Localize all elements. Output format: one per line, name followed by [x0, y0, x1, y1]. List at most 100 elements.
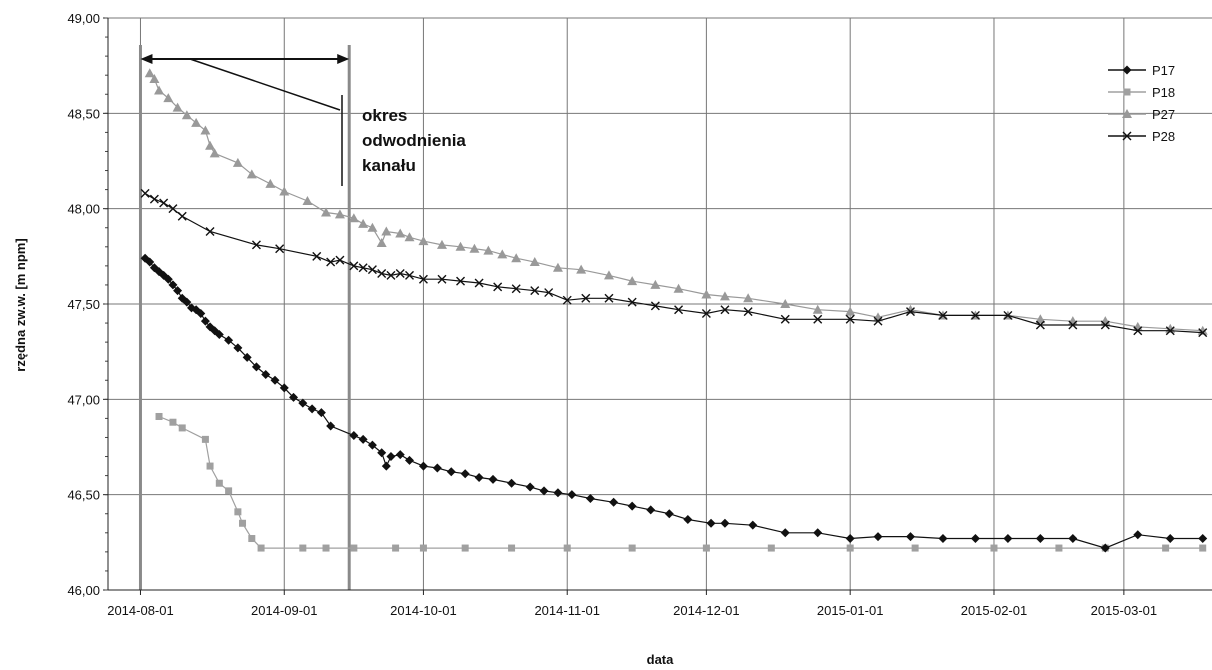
data-point — [367, 440, 377, 450]
data-point — [603, 270, 614, 280]
data-point — [845, 314, 855, 324]
data-point — [251, 240, 261, 250]
data-point — [201, 435, 209, 443]
data-point — [702, 544, 710, 552]
data-point — [469, 243, 480, 253]
data-point — [461, 544, 469, 552]
data-point — [261, 370, 271, 380]
data-point-stroke — [650, 301, 660, 311]
data-point — [1068, 534, 1078, 544]
data-point-stroke — [358, 263, 368, 273]
data-point — [938, 310, 948, 320]
data-point — [248, 535, 256, 543]
data-point — [289, 392, 299, 402]
data-point — [326, 257, 336, 267]
series-p18 — [155, 412, 1207, 552]
annotation-line-1: okres — [362, 106, 407, 125]
data-point — [1198, 534, 1208, 544]
data-point — [474, 278, 484, 288]
y-tick-label: 49,00 — [67, 11, 100, 26]
annotation-line-3: kanału — [362, 156, 416, 175]
data-point — [1003, 534, 1013, 544]
data-point — [706, 518, 716, 528]
data-point-stroke — [140, 188, 150, 198]
data-point — [307, 404, 317, 414]
legend-label: P28 — [1152, 129, 1175, 144]
data-point-stroke — [743, 307, 753, 317]
data-point-stroke — [386, 270, 396, 280]
data-point — [1003, 310, 1013, 320]
series-p28 — [140, 188, 1208, 338]
data-point-stroke — [1122, 131, 1132, 141]
data-point — [650, 279, 661, 289]
data-point — [1122, 131, 1132, 141]
data-point-stroke — [544, 288, 554, 298]
data-point-stroke — [530, 286, 540, 296]
data-point — [845, 534, 855, 544]
data-point — [149, 74, 160, 84]
data-point — [576, 264, 587, 274]
data-point — [990, 544, 998, 552]
data-point — [437, 274, 447, 284]
drainage-period-markers — [138, 45, 351, 590]
data-point — [418, 461, 428, 471]
data-point — [234, 508, 242, 516]
data-point-stroke — [405, 270, 415, 280]
data-point — [460, 469, 470, 479]
data-point-stroke — [437, 274, 447, 284]
data-point — [418, 274, 428, 284]
data-point — [299, 544, 307, 552]
data-point — [581, 293, 591, 303]
data-point — [1199, 544, 1207, 552]
data-point — [780, 528, 790, 538]
data-point-stroke — [604, 293, 614, 303]
data-point-stroke — [674, 305, 684, 315]
data-point-stroke — [1198, 328, 1208, 338]
data-point — [507, 478, 517, 488]
data-point — [377, 268, 387, 278]
data-point — [140, 188, 150, 198]
data-point — [386, 270, 396, 280]
data-point — [911, 544, 919, 552]
data-point — [436, 239, 447, 249]
data-point — [376, 237, 387, 247]
data-point — [265, 178, 276, 188]
data-point — [178, 424, 186, 432]
data-point — [172, 102, 183, 112]
x-tick-label: 2014-09-01 — [251, 603, 318, 618]
data-point — [209, 148, 220, 158]
data-point — [381, 226, 392, 236]
data-point — [392, 544, 400, 552]
data-point — [627, 501, 637, 511]
legend-entry-p18: P18 — [1108, 85, 1175, 100]
data-point — [177, 211, 187, 221]
data-point — [181, 110, 192, 120]
data-point-stroke — [149, 194, 159, 204]
x-tick-label: 2015-01-01 — [817, 603, 884, 618]
data-point — [1055, 544, 1063, 552]
data-point — [627, 297, 637, 307]
data-point — [279, 383, 289, 393]
data-point — [873, 532, 883, 542]
data-point — [1035, 534, 1045, 544]
data-point — [168, 280, 178, 290]
data-point — [257, 544, 265, 552]
data-point — [335, 255, 345, 265]
data-point-stroke — [335, 255, 345, 265]
data-point — [239, 519, 247, 527]
data-point — [358, 434, 368, 444]
data-point-stroke — [1100, 320, 1110, 330]
data-point-stroke — [1035, 320, 1045, 330]
data-point-stroke — [845, 314, 855, 324]
data-point — [683, 514, 693, 524]
data-point — [562, 295, 572, 305]
data-point — [1198, 328, 1208, 338]
axes — [103, 17, 1212, 595]
data-point-stroke — [326, 257, 336, 267]
data-point — [321, 207, 332, 217]
data-point — [812, 304, 823, 314]
data-point — [720, 518, 730, 528]
data-point — [552, 262, 563, 272]
data-point-stroke — [1133, 326, 1143, 336]
x-tick-label: 2014-08-01 — [107, 603, 174, 618]
